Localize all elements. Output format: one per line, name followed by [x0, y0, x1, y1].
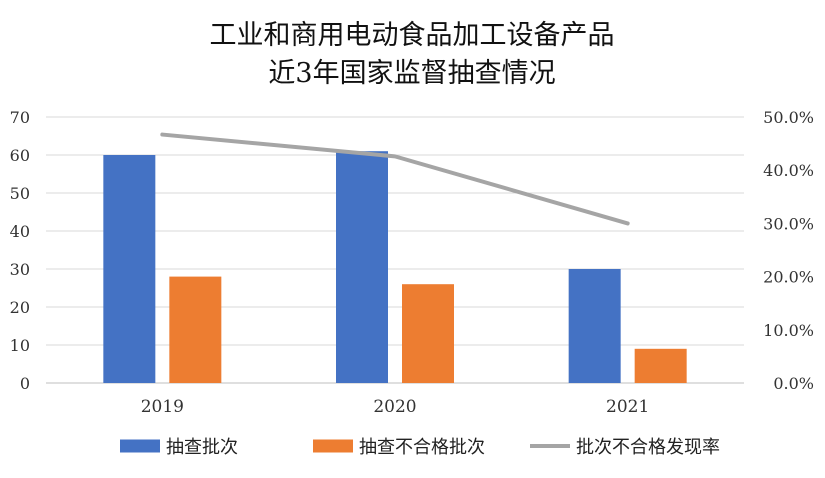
- left-tick-label: 0: [20, 374, 30, 393]
- right-tick-label: 30.0%: [763, 214, 814, 233]
- right-tick-label: 40.0%: [763, 161, 814, 180]
- left-tick-label: 20: [10, 298, 30, 317]
- left-axis-ticks: 0 10 20 30 40 50 60 70: [10, 108, 30, 393]
- bar-failed: [169, 276, 222, 383]
- bars: [103, 151, 687, 383]
- right-axis-ticks: 0.0% 10.0% 20.0% 30.0% 40.0% 50.0%: [763, 108, 814, 393]
- right-tick-label: 10.0%: [763, 321, 814, 340]
- left-tick-label: 70: [10, 108, 30, 127]
- right-tick-label: 20.0%: [763, 268, 814, 287]
- bar-failed: [402, 284, 454, 383]
- bar-sampled: [568, 269, 621, 383]
- left-tick-label: 50: [10, 184, 30, 203]
- legend-label: 抽查批次: [166, 437, 238, 458]
- right-tick-label: 0.0%: [773, 374, 814, 393]
- left-tick-label: 30: [10, 260, 30, 279]
- left-tick-label: 10: [10, 336, 30, 355]
- rate-line-path: [160, 132, 630, 226]
- chart-title-line-1: 工业和商用电动食品加工设备产品: [210, 20, 615, 51]
- right-tick-label: 50.0%: [763, 108, 814, 127]
- category-label: 2019: [141, 397, 184, 417]
- legend-label: 批次不合格发现率: [576, 437, 720, 458]
- left-tick-label: 60: [10, 146, 30, 165]
- category-labels: 2019 2020 2021: [141, 397, 650, 417]
- legend-swatch: [120, 439, 160, 453]
- left-tick-label: 40: [10, 222, 30, 241]
- rate-line: [160, 132, 630, 226]
- legend-label: 抽查不合格批次: [359, 437, 485, 458]
- legend: 抽查批次 抽查不合格批次 批次不合格发现率: [120, 437, 720, 458]
- bar-sampled: [103, 155, 156, 383]
- category-label: 2021: [606, 397, 649, 417]
- gridlines: [46, 116, 744, 384]
- category-label: 2020: [373, 397, 416, 417]
- bar-sampled: [336, 151, 388, 383]
- bar-failed: [634, 348, 687, 383]
- legend-swatch: [313, 439, 353, 453]
- chart-title-line-2: 近3年国家监督抽查情况: [268, 58, 555, 89]
